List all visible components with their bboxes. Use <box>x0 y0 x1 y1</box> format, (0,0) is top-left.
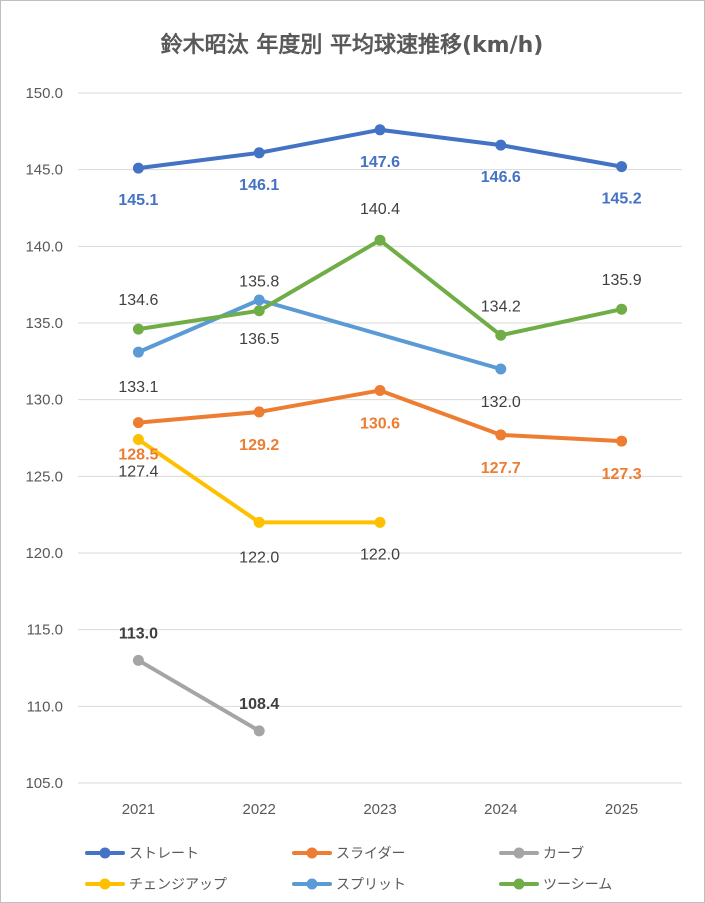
data-point <box>253 406 265 418</box>
y-tick-label: 105.0 <box>25 775 63 792</box>
data-label: 127.3 <box>602 466 642 483</box>
data-point <box>374 234 386 246</box>
data-point <box>132 346 144 358</box>
legend-marker <box>513 847 525 859</box>
data-point <box>616 435 628 447</box>
series-line <box>136 298 503 371</box>
legend-label: スプリット <box>336 877 406 893</box>
data-point <box>495 429 507 441</box>
legend-marker <box>99 878 111 890</box>
data-label: 108.4 <box>239 696 279 713</box>
data-point <box>374 384 386 396</box>
data-label: 134.6 <box>118 292 158 309</box>
data-label: 135.8 <box>239 274 279 291</box>
data-point <box>253 305 265 317</box>
data-label: 147.6 <box>360 154 400 171</box>
data-point <box>253 147 265 159</box>
data-label: 113.0 <box>119 625 158 642</box>
legend-label: チェンジアップ <box>129 877 227 893</box>
data-labels: 145.1 146.1 147.6 146.6 145.2 128.5 129.2 130.6… <box>118 154 641 713</box>
data-label: 128.5 <box>118 447 158 464</box>
data-label: 146.6 <box>481 169 521 186</box>
data-point <box>132 417 144 429</box>
data-label: 127.4 <box>118 464 158 481</box>
data-label: 136.5 <box>239 331 279 348</box>
y-tick-label: 150.0 <box>25 85 63 102</box>
data-label: 132.0 <box>481 394 521 411</box>
data-label: 134.2 <box>481 298 521 315</box>
chart-title: 鈴木昭汰 年度別 平均球速推移(km/h) <box>161 32 544 58</box>
data-label: 145.1 <box>118 192 158 209</box>
data-point <box>616 303 628 315</box>
data-point <box>132 434 144 446</box>
legend-label: ツーシーム <box>543 877 612 893</box>
y-tick-label: 135.0 <box>25 315 63 332</box>
y-tick-label: 115.0 <box>27 622 63 639</box>
y-tick-label: 110.0 <box>27 698 63 715</box>
x-axis-ticks: 2021 2022 2023 2024 2025 <box>122 801 639 818</box>
data-point <box>132 323 144 335</box>
data-label: 146.1 <box>239 177 279 194</box>
data-point <box>132 162 144 174</box>
data-label: 133.1 <box>118 379 158 396</box>
x-tick-label: 2025 <box>605 801 638 818</box>
data-label: 127.7 <box>481 460 521 477</box>
series-points <box>132 124 628 737</box>
x-tick-label: 2021 <box>122 801 155 818</box>
data-point <box>253 725 265 737</box>
data-label: 129.2 <box>239 437 279 454</box>
y-axis-ticks: 105.0 110.0 115.0 120.0 125.0 130.0 135.0 140.0… <box>25 85 63 792</box>
series-line <box>136 658 262 733</box>
legend-marker <box>306 847 318 859</box>
data-label: 122.0 <box>360 546 400 563</box>
data-point <box>253 516 265 528</box>
x-tick-label: 2024 <box>484 801 517 818</box>
x-tick-label: 2023 <box>363 801 396 818</box>
legend-marker <box>99 847 111 859</box>
legend-label: カーブ <box>543 845 584 862</box>
data-point <box>253 294 265 306</box>
data-label: 145.2 <box>602 191 642 208</box>
data-label: 140.4 <box>360 201 400 218</box>
data-point <box>374 124 386 136</box>
y-tick-label: 120.0 <box>25 545 63 562</box>
data-point <box>374 516 386 528</box>
x-tick-label: 2022 <box>243 801 276 818</box>
legend-marker <box>513 878 525 890</box>
legend-label: ストレート <box>129 846 199 862</box>
y-tick-label: 130.0 <box>25 392 63 409</box>
legend-label: スライダー <box>336 846 405 862</box>
data-label: 122.0 <box>239 549 279 566</box>
data-point <box>495 363 507 375</box>
legend-marker <box>306 878 318 890</box>
y-tick-label: 145.0 <box>25 162 63 179</box>
data-label: 130.6 <box>360 415 400 432</box>
data-point <box>132 654 144 666</box>
data-label: 135.9 <box>602 272 642 289</box>
data-point <box>495 139 507 151</box>
y-tick-label: 125.0 <box>25 468 63 485</box>
data-point <box>616 161 628 173</box>
data-point <box>495 329 507 341</box>
y-tick-label: 140.0 <box>25 238 63 255</box>
